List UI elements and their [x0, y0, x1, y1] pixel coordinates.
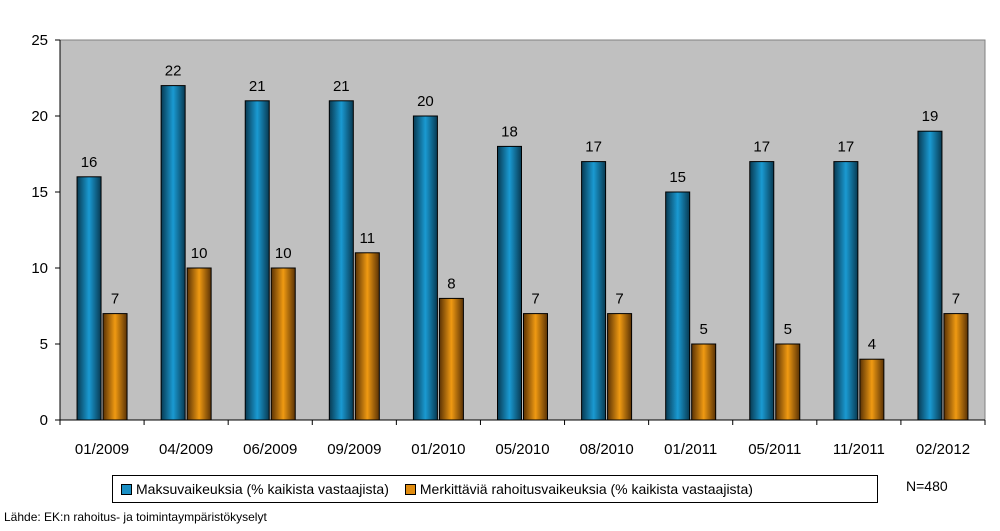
bar-series-1: [581, 161, 607, 421]
bar-series-2: [438, 297, 464, 421]
data-label: 5: [700, 321, 708, 338]
bar-series-2: [775, 343, 801, 421]
bar-series-1: [244, 100, 270, 421]
bar-series-1: [328, 100, 354, 421]
plot-area: [59, 39, 986, 421]
data-label: 21: [333, 78, 350, 95]
x-tick-label: 05/2011: [748, 441, 801, 458]
x-tick-label: 01/2011: [664, 441, 717, 458]
bar-series-1: [665, 191, 691, 421]
x-tick-label: 08/2010: [579, 441, 633, 458]
x-tick-label: 09/2009: [327, 441, 381, 458]
data-label: 20: [417, 93, 434, 110]
bar-series-1: [497, 145, 522, 421]
bar-series-2: [102, 313, 128, 421]
x-tick-label: 06/2009: [243, 441, 297, 458]
data-label: 7: [111, 291, 119, 308]
y-tick-label: 25: [31, 32, 48, 49]
data-label: 11: [360, 230, 376, 247]
bar-series-2: [523, 313, 548, 421]
data-label: 16: [81, 154, 98, 171]
bar-series-2: [607, 313, 633, 421]
data-label: 10: [275, 245, 292, 262]
bar-series-1: [160, 85, 186, 421]
legend-label-series-2: Merkittäviä rahoitusvaikeuksia (% kaikis…: [419, 481, 753, 497]
bar-series-2: [943, 313, 969, 421]
x-tick-label: 04/2009: [159, 441, 213, 458]
data-label: 19: [922, 108, 939, 125]
data-label: 7: [531, 291, 539, 308]
bar-series-1: [917, 130, 943, 421]
legend-swatch-blue: [121, 483, 132, 495]
bar-series-1: [412, 115, 438, 421]
data-label: 7: [952, 291, 960, 308]
y-tick-label: 10: [31, 260, 48, 277]
bar-series-2: [691, 343, 717, 421]
legend-swatch-orange: [404, 483, 416, 495]
y-tick-label: 0: [40, 412, 48, 429]
data-label: 18: [501, 123, 518, 140]
data-label: 22: [165, 63, 182, 80]
bar-series-1: [833, 161, 859, 421]
data-label: 5: [784, 321, 792, 338]
legend: Maksuvaikeuksia (% kaikista vastaajista)…: [112, 475, 878, 503]
data-label: 7: [615, 291, 623, 308]
x-tick-label: 05/2010: [495, 441, 549, 458]
bar-series-2: [354, 252, 380, 421]
bar-series-1: [76, 176, 102, 421]
data-label: 17: [585, 139, 602, 156]
bar-series-2: [859, 358, 885, 421]
bar-series-1: [749, 161, 775, 421]
data-label: 17: [753, 139, 770, 156]
bar-series-2: [186, 267, 212, 421]
x-tick-label: 02/2012: [916, 441, 970, 458]
data-label: 8: [447, 275, 455, 292]
x-tick-label: 01/2009: [75, 441, 129, 458]
sample-size-note: N=480: [906, 478, 948, 494]
x-tick-label: 11/2011: [833, 441, 885, 458]
legend-item-series-2: Merkittäviä rahoitusvaikeuksia (% kaikis…: [404, 481, 753, 497]
legend-item-series-1: Maksuvaikeuksia (% kaikista vastaajista): [121, 481, 389, 497]
y-tick-label: 15: [31, 184, 48, 201]
y-tick-label: 20: [31, 108, 48, 125]
bar-series-2: [270, 267, 296, 421]
y-tick-label: 5: [40, 336, 48, 353]
data-label: 17: [838, 139, 855, 156]
data-label: 4: [868, 336, 876, 353]
legend-label-series-1: Maksuvaikeuksia (% kaikista vastaajista): [136, 481, 389, 497]
x-tick-label: 01/2010: [411, 441, 465, 458]
data-label: 21: [249, 78, 266, 95]
data-label: 10: [191, 245, 208, 262]
source-note: Lähde: EK:n rahoitus- ja toimintaympäris…: [4, 510, 267, 524]
data-label: 15: [669, 169, 686, 186]
